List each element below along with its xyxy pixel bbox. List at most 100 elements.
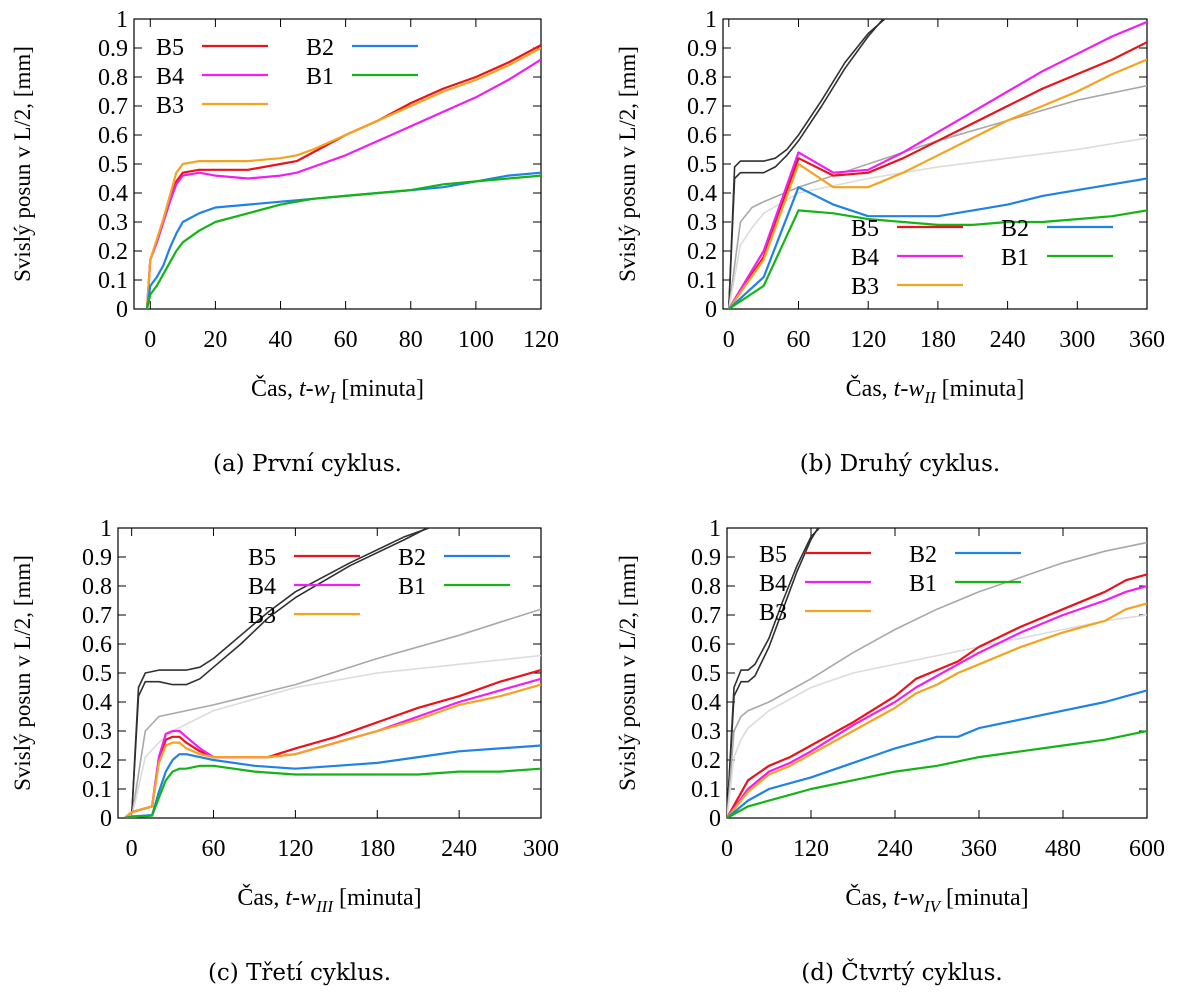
plot-area	[727, 19, 1147, 309]
x-axis-label: Čas, t-wI [minuta]	[251, 375, 424, 407]
y-tick-label: 0.1	[82, 777, 112, 803]
y-tick-label: 0.5	[691, 661, 721, 687]
x-axis-label: Čas, t-wIV [minuta]	[845, 884, 1028, 916]
y-tick-label: 0.8	[691, 574, 721, 600]
x-tick-label: 480	[1045, 836, 1081, 862]
x-axis-label-subscript: IV	[923, 897, 943, 916]
y-tick-label: 0.4	[687, 181, 717, 207]
reference-line-light	[727, 614, 1147, 818]
x-tick-label: 80	[399, 327, 423, 353]
legend-label-b3: B3	[248, 603, 276, 629]
plot-area	[145, 44, 541, 309]
legend-label-b1: B1	[1001, 245, 1029, 271]
x-tick-label: 240	[990, 327, 1026, 353]
legend-label-b1: B1	[909, 571, 937, 597]
series-line-b1	[727, 729, 1147, 818]
plot-area	[727, 528, 1147, 818]
y-tick-label: 0.6	[98, 123, 128, 149]
x-axis-label-subscript: I	[329, 388, 337, 407]
y-tick-label: 0.4	[98, 181, 128, 207]
x-axis-label-unit: [minuta]	[333, 885, 422, 911]
x-tick-label: 240	[877, 836, 913, 862]
x-tick-label: 0	[721, 836, 733, 862]
y-tick-label: 1	[100, 516, 112, 542]
y-tick-label: 0.4	[82, 690, 112, 716]
reference-line-dark	[130, 528, 432, 818]
legend-label-b5: B5	[248, 545, 276, 571]
legend-label-b1: B1	[306, 64, 334, 90]
plot-frame	[133, 18, 542, 310]
y-tick-label: 0.2	[82, 748, 112, 774]
y-tick-label: 0.8	[98, 65, 128, 91]
reference-line-mid	[727, 541, 1147, 818]
legend-label-b5: B5	[759, 542, 787, 568]
reference-line-light	[728, 137, 1147, 309]
y-tick-label: 1	[705, 7, 717, 33]
x-tick-label: 120	[277, 836, 313, 862]
y-tick-label: 0.5	[82, 661, 112, 687]
x-tick-label: 300	[1059, 327, 1095, 353]
y-tick-label: 0.1	[98, 268, 128, 294]
y-tick-label: 0.1	[687, 268, 717, 294]
x-tick-label: 60	[334, 327, 358, 353]
x-tick-label: 20	[203, 327, 227, 353]
x-axis-label-subscript: III	[315, 897, 334, 916]
legend-label-b4: B4	[851, 245, 879, 271]
y-tick-label: 0.8	[82, 574, 112, 600]
x-tick-label: 0	[723, 327, 735, 353]
x-tick-label: 360	[1129, 327, 1165, 353]
series-line-b2	[727, 689, 1147, 818]
x-axis-label-prefix: Čas,	[845, 884, 893, 911]
x-axis-label-unit: [minuta]	[936, 376, 1025, 402]
x-axis-label-variable: t-w	[299, 376, 330, 402]
reference-line-dark	[727, 528, 821, 818]
x-axis-label-prefix: Čas,	[846, 375, 894, 402]
y-tick-label: 0.9	[98, 36, 128, 62]
legend: B5 B4 B3 B2 B1	[759, 542, 1021, 626]
series-line-b3	[727, 58, 1147, 309]
series-line-b1	[728, 209, 1147, 309]
x-axis-label: Čas, t-wIII [minuta]	[237, 884, 421, 916]
legend: B5 B4 B3 B2 B1	[156, 35, 418, 119]
series-line-b5	[727, 573, 1147, 818]
reference-line-dark	[728, 19, 885, 309]
series-line-b3	[124, 683, 541, 818]
legend-label-b3: B3	[759, 600, 787, 626]
y-tick-label: 0.6	[687, 123, 717, 149]
y-tick-label: 0.7	[691, 603, 721, 629]
x-axis-label-prefix: Čas,	[251, 375, 299, 402]
y-tick-label: 0.1	[691, 777, 721, 803]
legend-label-b2: B2	[909, 542, 937, 568]
y-tick-label: 0.3	[687, 210, 717, 236]
y-tick-label: 0.2	[691, 748, 721, 774]
x-tick-label: 180	[920, 327, 956, 353]
y-axis-label: Svislý posun v L/2, [mm]	[615, 555, 640, 791]
y-axis-label: Svislý posun v L/2, [mm]	[615, 46, 640, 282]
y-axis-label: Svislý posun v L/2, [mm]	[10, 555, 35, 791]
series-line-b4	[145, 58, 541, 309]
y-tick-label: 0.3	[82, 719, 112, 745]
chart-panel-1: 0 0.1 0.2 0.3 0.4 0.5 0.6 0.7 0.8 0.9 1 0 20 40 60 80 10…	[10, 7, 559, 477]
reference-line-dark	[728, 19, 886, 309]
chart-panel-2: 0 0.1 0.2 0.3 0.4 0.5 0.6 0.7 0.8 0.9 1 0 60 120 180 24…	[615, 7, 1165, 477]
y-tick-label: 0.3	[691, 719, 721, 745]
y-tick-label: 0.7	[98, 94, 128, 120]
y-tick-label: 0.3	[98, 210, 128, 236]
reference-line-light	[130, 654, 541, 818]
x-tick-label: 40	[269, 327, 293, 353]
y-tick-label: 0.2	[98, 239, 128, 265]
x-axis-label-unit: [minuta]	[335, 376, 424, 402]
x-tick-label: 120	[850, 327, 886, 353]
legend-label-b5: B5	[851, 216, 879, 242]
chart-panel-3: 0 0.1 0.2 0.3 0.4 0.5 0.6 0.7 0.8 0.9 1 0 60 120 180 24…	[10, 516, 559, 986]
y-tick-label: 0.6	[691, 632, 721, 658]
legend: B5 B4 B3 B2 B1	[248, 545, 510, 629]
y-tick-label: 0.5	[98, 152, 128, 178]
x-tick-label: 240	[441, 836, 477, 862]
y-tick-label: 1	[116, 7, 128, 33]
x-axis-label: Čas, t-wII [minuta]	[846, 375, 1025, 407]
legend-label-b4: B4	[156, 64, 184, 90]
x-tick-label: 0	[144, 327, 156, 353]
y-tick-label: 0.6	[82, 632, 112, 658]
